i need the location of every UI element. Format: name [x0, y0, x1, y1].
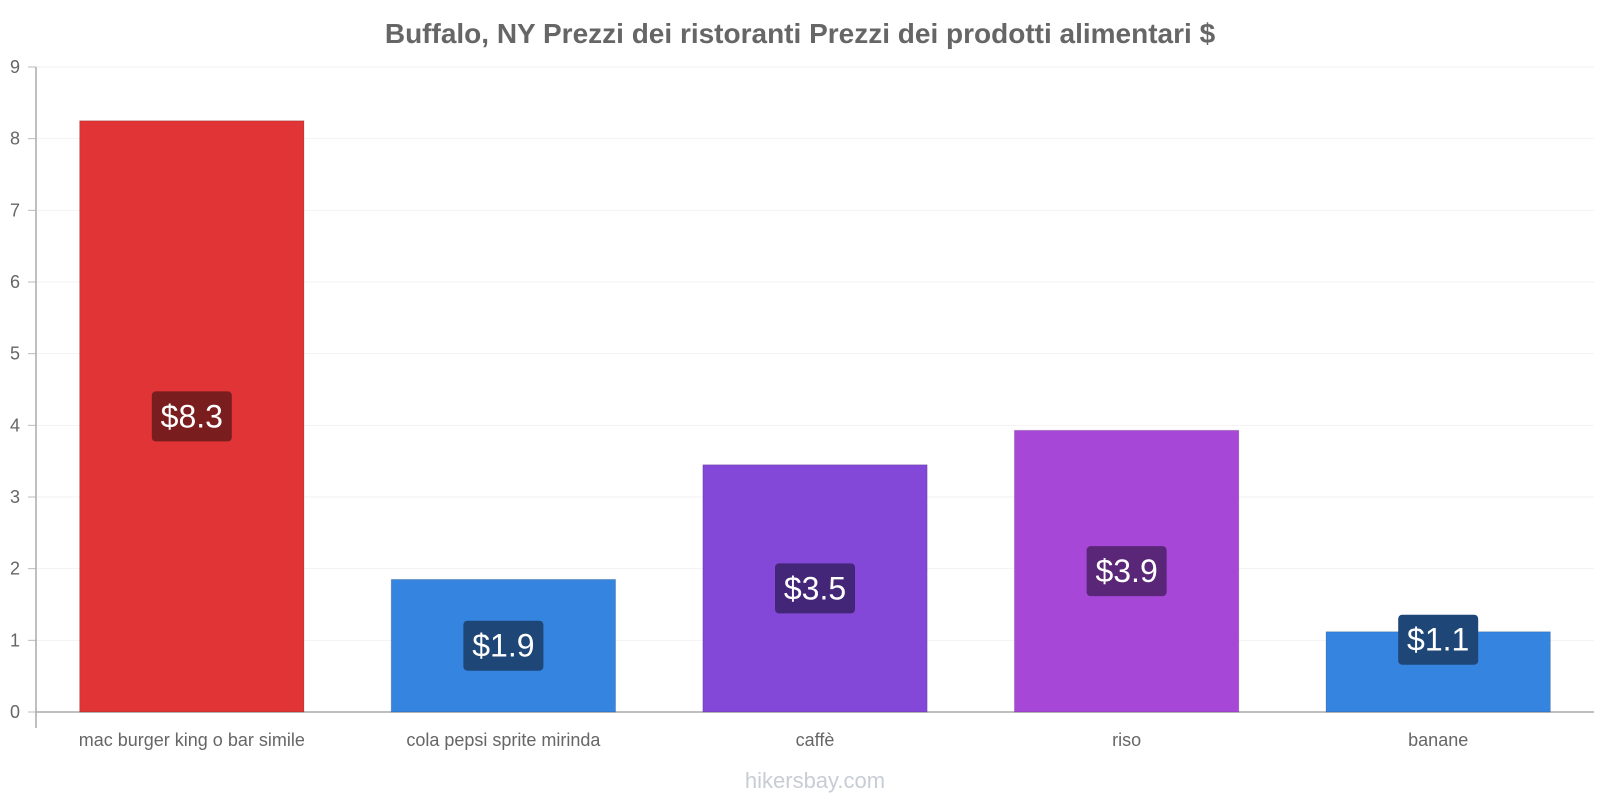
category-label: caffè [796, 730, 835, 750]
category-label: mac burger king o bar simile [79, 730, 305, 750]
data-label-box [775, 563, 855, 614]
y-tick-label: 0 [10, 702, 20, 722]
data-label-box [463, 620, 544, 671]
bars [79, 120, 1551, 713]
data-label: $1.9 [463, 620, 544, 671]
y-tick-label: 9 [10, 57, 20, 77]
y-tick-label: 5 [10, 344, 20, 364]
y-tick-label: 1 [10, 630, 20, 650]
data-label-text: $3.9 [1095, 553, 1157, 589]
chart-title: Buffalo, NY Prezzi dei ristoranti Prezzi… [385, 18, 1216, 49]
data-label: $3.5 [775, 563, 855, 614]
data-label-text: $8.3 [161, 398, 223, 434]
data-label-text: $1.1 [1407, 622, 1469, 658]
y-tick-label: 3 [10, 487, 20, 507]
category-labels: mac burger king o bar simile cola pepsi s… [79, 730, 1468, 750]
category-label: banane [1408, 730, 1468, 750]
category-label: cola pepsi sprite mirinda [406, 730, 601, 750]
data-label: $3.9 [1086, 546, 1167, 597]
data-label-box [1398, 614, 1479, 665]
y-tick-label: 8 [10, 129, 20, 149]
data-labels: $8.3 $1.9 $3.5 $3.9 $1.1 [151, 391, 1479, 671]
data-label: $8.3 [151, 391, 232, 442]
data-label-text: $3.5 [784, 570, 846, 606]
data-label-box [1086, 546, 1167, 597]
data-label-text: $1.9 [472, 628, 534, 664]
y-tick-label: 6 [10, 272, 20, 292]
y-tick-label: 2 [10, 559, 20, 579]
y-tick-label: 7 [10, 200, 20, 220]
data-label-box [151, 391, 232, 442]
category-label: riso [1112, 730, 1141, 750]
watermark: hikersbay.com [745, 768, 885, 793]
data-label: $1.1 [1398, 614, 1479, 665]
y-tick-label: 4 [10, 415, 20, 435]
